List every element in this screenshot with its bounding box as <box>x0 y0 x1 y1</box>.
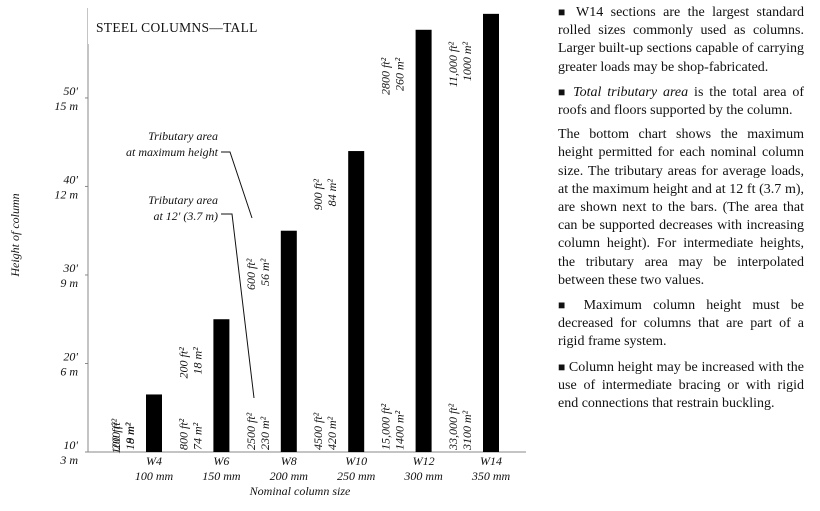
chart: STEEL COLUMNS—TALL Height of column Nomi… <box>8 8 526 498</box>
x-tick-label: W14 <box>480 454 502 468</box>
paragraph-text: Maximum column height must be decreased … <box>558 298 804 350</box>
area-12ft-label: 2500 ft² <box>244 412 258 450</box>
max-area-label: 1000 m² <box>460 41 474 81</box>
max-area-label: 600 ft² <box>244 258 258 290</box>
area-12ft-label: 74 m² <box>190 422 204 450</box>
sidebar-paragraph: The bottom chart shows the maximum heigh… <box>558 126 804 290</box>
max-area-label: 260 m² <box>393 57 407 91</box>
y-axis-label: Height of column <box>8 193 22 277</box>
bar <box>280 230 297 452</box>
callout-text: at 12' (3.7 m) <box>153 209 218 223</box>
y-tick-metric-label: 12 m <box>54 187 78 201</box>
max-area-label: 200 ft² <box>176 347 190 379</box>
max-area-label: 18 m² <box>190 347 204 375</box>
x-tick-label: W12 <box>413 454 435 468</box>
bar <box>483 13 499 453</box>
callout-text: Tributary area <box>148 129 218 143</box>
max-area-label: 84 m² <box>325 179 339 207</box>
area-12ft-label: 18 m² <box>123 422 137 450</box>
area-12ft-label: 4500 ft² <box>311 412 325 450</box>
x-axis-label: Nominal column size <box>249 484 351 498</box>
area-12ft-label: 33,000 ft² <box>446 403 460 451</box>
y-tick-label: 40' <box>63 172 78 186</box>
emphasis: Total tributary area <box>573 84 689 100</box>
max-area-label: 56 m² <box>258 258 272 286</box>
x-tick-sublabel: 150 mm <box>202 469 241 483</box>
paragraph-text: is the total area of roofs and floors su… <box>558 84 805 119</box>
y-tick-label: 50' <box>63 84 78 98</box>
callout-text: at maximum height <box>126 145 219 159</box>
x-tick-sublabel: 100 mm <box>135 469 174 483</box>
max-area-label: 100 ft² <box>109 422 123 454</box>
x-tick-label: W6 <box>213 454 229 468</box>
x-tick-sublabel: 250 mm <box>337 469 376 483</box>
chart-title: STEEL COLUMNS—TALL <box>96 20 258 35</box>
x-tick-sublabel: 350 mm <box>471 469 511 483</box>
area-12ft-label: 800 ft² <box>176 418 190 450</box>
x-tick-label: W8 <box>281 454 297 468</box>
max-area-label: 2800 ft² <box>379 57 393 95</box>
sidebar-paragraph: Maximum column height must be decreased … <box>558 296 804 352</box>
bar <box>415 29 432 453</box>
area-12ft-label: 15,000 ft² <box>379 403 393 450</box>
callout-line <box>221 213 255 399</box>
sidebar: W14 sections are the largest standard ro… <box>558 3 804 419</box>
sidebar-paragraph: Total tributary area is the total area o… <box>558 83 804 120</box>
x-tick-label: W10 <box>345 454 367 468</box>
area-12ft-label: 420 m² <box>325 416 339 450</box>
area-12ft-label: 3100 m² <box>460 410 474 451</box>
x-tick-sublabel: 300 mm <box>403 469 443 483</box>
area-12ft-label: 200 ft² <box>109 418 123 450</box>
bar <box>348 151 365 452</box>
paragraph-text: Column height may be increased with the … <box>558 359 805 412</box>
y-tick-label: 10' <box>63 438 78 452</box>
callout-line <box>221 151 253 219</box>
sidebar-paragraph: W14 sections are the largest standard ro… <box>558 3 804 77</box>
paragraph-text: The bottom chart shows the maximum heigh… <box>558 127 804 288</box>
x-tick-sublabel: 200 mm <box>270 469 309 483</box>
title-box <box>88 8 298 44</box>
bar <box>146 394 162 452</box>
y-tick-label: 20' <box>63 349 78 363</box>
y-tick-label: 30' <box>62 261 78 275</box>
paragraph-text: W14 sections are the largest standard ro… <box>558 5 804 75</box>
y-tick-metric-label: 3 m <box>59 453 78 467</box>
y-tick-metric-label: 6 m <box>60 364 78 378</box>
y-tick-metric-label: 9 m <box>60 276 78 290</box>
max-area-label: 11,000 ft² <box>446 41 460 87</box>
area-12ft-label: 230 m² <box>258 416 272 450</box>
x-tick-label: W4 <box>146 454 162 468</box>
bar <box>213 319 230 452</box>
callout-text: Tributary area <box>148 193 218 207</box>
sidebar-paragraph: Column height may be increased with the … <box>558 358 804 414</box>
area-12ft-label: 1400 m² <box>393 410 407 450</box>
max-area-label: 9 m² <box>123 422 137 444</box>
y-tick-metric-label: 15 m <box>54 99 78 113</box>
max-area-label: 900 ft² <box>311 179 325 211</box>
